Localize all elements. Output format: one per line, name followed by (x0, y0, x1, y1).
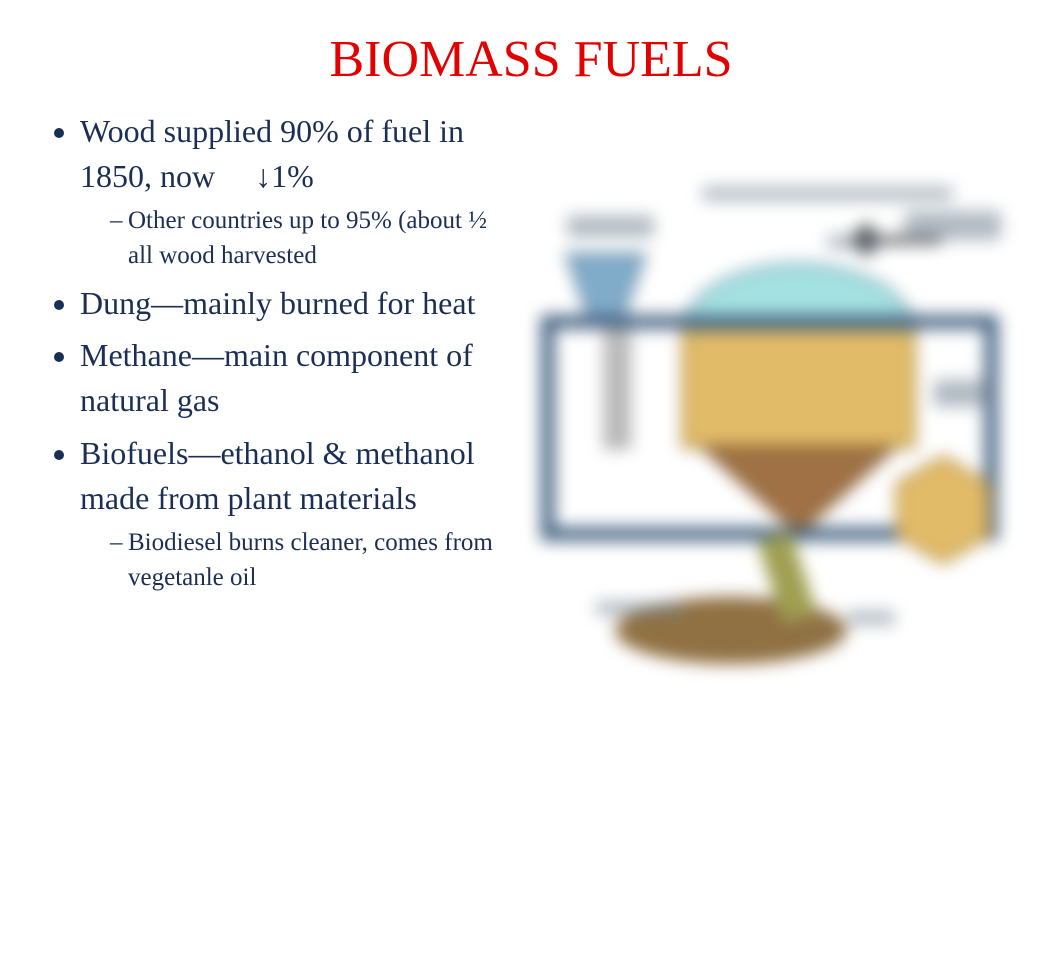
sub-bullet-text: Other countries up to 95% (about ½ all w… (128, 207, 487, 269)
bullet-text: Wood supplied 90% of fuel in 1850, now ↓… (80, 113, 464, 194)
bullet-item: Wood supplied 90% of fuel in 1850, now ↓… (80, 109, 500, 273)
bullet-list: Wood supplied 90% of fuel in 1850, now ↓… (50, 109, 500, 595)
sub-bullet-item: Other countries up to 95% (about ½ all w… (110, 203, 500, 273)
slide-title: BIOMASS FUELS (0, 0, 1062, 109)
slide: BIOMASS FUELS Wood supplied 90% of fuel … (0, 0, 1062, 977)
bullet-item: Methane—main component of natural gas (80, 333, 500, 423)
sub-bullet-text: Biodiesel burns cleaner, comes from vege… (128, 529, 493, 591)
sub-bullet-list: Biodiesel burns cleaner, comes from vege… (80, 525, 500, 595)
diagram-column (500, 109, 1042, 603)
content-row: Wood supplied 90% of fuel in 1850, now ↓… (0, 109, 1062, 603)
sub-bullet-list: Other countries up to 95% (about ½ all w… (80, 203, 500, 273)
biogas-diagram (500, 129, 1020, 669)
bullet-item: Biofuels—ethanol & methanol made from pl… (80, 431, 500, 595)
text-column: Wood supplied 90% of fuel in 1850, now ↓… (20, 109, 500, 603)
bullet-item: Dung—mainly burned for heat (80, 281, 500, 326)
bullet-text: Methane—main component of natural gas (80, 337, 473, 418)
bullet-text: Biofuels—ethanol & methanol made from pl… (80, 435, 475, 516)
bullet-text: Dung—mainly burned for heat (80, 285, 475, 321)
sub-bullet-item: Biodiesel burns cleaner, comes from vege… (110, 525, 500, 595)
